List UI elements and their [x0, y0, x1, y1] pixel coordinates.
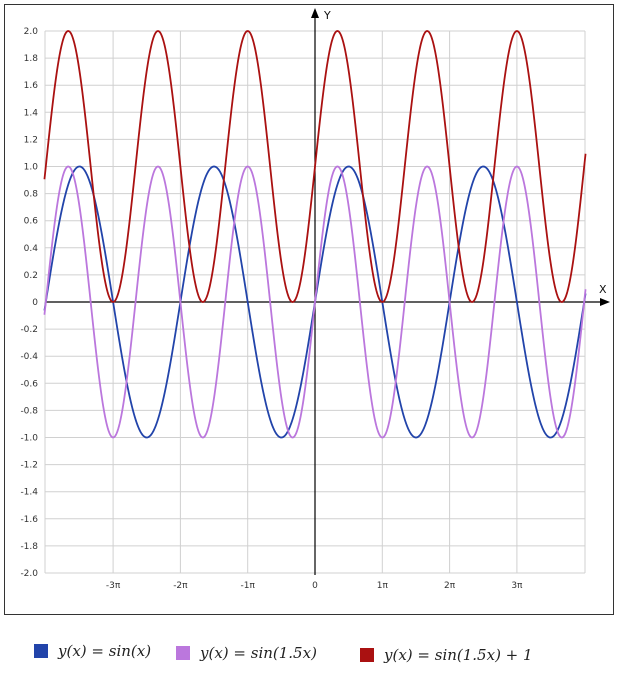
y-tick-label: 0.6: [24, 217, 39, 227]
x-tick-label: 2π: [444, 581, 456, 591]
x-tick-label: -1π: [240, 581, 255, 591]
y-axis-arrow: [311, 8, 319, 18]
x-tick-label: 3π: [511, 581, 523, 591]
y-tick-label: 0.4: [24, 244, 39, 254]
legend-swatch-sin-1-5x: [176, 646, 190, 660]
x-axis-arrow: [600, 298, 610, 306]
y-tick-label: -2.0: [20, 569, 38, 579]
y-tick-label: 0: [32, 298, 38, 308]
y-tick-label: 2.0: [24, 27, 39, 37]
y-tick-label: 0.2: [24, 271, 38, 281]
x-tick-label: -3π: [106, 581, 121, 591]
y-tick-label: -1.0: [20, 434, 38, 444]
legend-label-sin-x: y(x) = sin(x): [58, 642, 152, 660]
series-line-3: [43, 30, 587, 303]
y-tick-label: 1.6: [24, 81, 39, 91]
y-tick-label: -1.2: [20, 461, 38, 471]
legend: y(x) = sin(x) y(x) = sin(1.5x) y(x) = si…: [0, 630, 640, 680]
x-tick-label: 1π: [377, 581, 389, 591]
x-tick-label: -2π: [173, 581, 188, 591]
y-tick-label: 0.8: [24, 190, 39, 200]
y-tick-label: 1.4: [24, 108, 39, 118]
y-tick-label: 1.2: [24, 135, 38, 145]
y-tick-label: -0.8: [20, 406, 38, 416]
legend-item-sin-1-5x-plus-1: y(x) = sin(1.5x) + 1: [360, 646, 533, 664]
y-tick-label: -1.6: [20, 515, 38, 525]
axis-layer: X Y: [45, 8, 610, 575]
y-tick-label: 1.8: [24, 54, 39, 64]
legend-swatch-sin-1-5x-plus-1: [360, 648, 374, 662]
y-tick-label: 1.0: [24, 163, 39, 173]
y-tick-label: -0.2: [20, 325, 38, 335]
legend-item-sin-x: y(x) = sin(x): [34, 642, 151, 660]
y-axis-label: Y: [323, 9, 331, 22]
y-tick-label: -1.8: [20, 542, 38, 552]
series-layer: [43, 30, 587, 439]
x-axis-label: X: [599, 283, 607, 296]
legend-item-sin-1-5x: y(x) = sin(1.5x): [176, 644, 317, 662]
y-tick-label: -1.4: [20, 488, 38, 498]
tick-labels: 2.0 1.8 1.6 1.4 1.2 1.0 0.8 0.6 0.4 0.2 0 -0.2 -0.4 -…: [20, 27, 523, 591]
y-tick-label: -0.4: [20, 352, 38, 362]
series-line-2: [43, 165, 587, 439]
legend-swatch-sin-x: [34, 644, 48, 658]
x-tick-label: 0: [312, 581, 318, 591]
plot-frame: [4, 4, 614, 615]
chart-plot: X Y 2.0 1.8 1.6 1.4 1.2 1.0 0.8 0.6 0.4 0.2 0 -0.2 -…: [20, 8, 610, 591]
legend-label-sin-1-5x-plus-1: y(x) = sin(1.5x) + 1: [384, 646, 533, 664]
y-tick-label: -0.6: [20, 379, 38, 389]
legend-label-sin-1-5x: y(x) = sin(1.5x): [200, 644, 317, 662]
